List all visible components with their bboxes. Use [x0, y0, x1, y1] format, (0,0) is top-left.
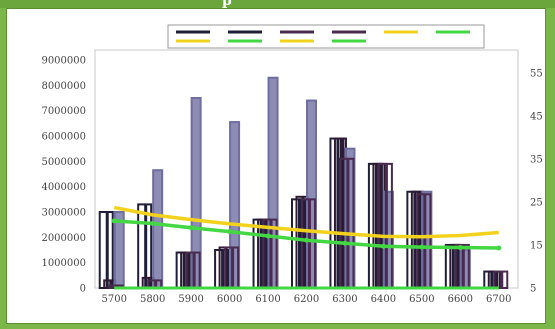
line-point-6100	[265, 233, 271, 239]
y2-tick-label: 35	[530, 154, 543, 165]
line-point-6600	[457, 245, 463, 251]
y2-tick-label: 15	[530, 240, 543, 251]
x-tick-label: 6700	[486, 294, 511, 305]
bars-layer	[98, 76, 509, 290]
y-tick-label: 9000000	[41, 56, 86, 67]
y-tick-label: 4000000	[41, 182, 86, 193]
line-point-6000	[227, 229, 233, 235]
y2-tick-label: 45	[530, 111, 543, 122]
line-point-6200	[304, 237, 309, 243]
line-point-6700	[496, 245, 502, 251]
axes-layer: 0 1000000 2000000 3000000 4000000 5000000 6000…	[41, 56, 542, 306]
line-point-5900	[188, 225, 194, 231]
x-tick-label: 6000	[217, 294, 242, 305]
x-tick-label: 6200	[294, 294, 319, 305]
x-tick-label: 6300	[332, 294, 357, 305]
line-point-6400	[380, 243, 386, 249]
y2-tick-label: 5	[530, 284, 536, 295]
line-point-5800	[150, 220, 156, 226]
y2-tick-label: 55	[530, 68, 543, 79]
bar-series-4-twin-6700	[501, 270, 509, 289]
x-tick-label: 6100	[255, 294, 280, 305]
bar-series-3-5800	[152, 169, 164, 289]
y-tick-label: 0	[80, 284, 86, 295]
y-tick-label: 6000000	[41, 132, 86, 143]
y-tick-label: 7000000	[41, 106, 86, 117]
legend-box	[167, 24, 485, 49]
lines-layer	[111, 205, 502, 290]
y-tick-label: 3000000	[41, 208, 86, 219]
y2-tick-label: 25	[530, 197, 543, 208]
line-point-6500	[419, 244, 425, 250]
bar-series-3-5700	[113, 211, 125, 289]
line-point-5700	[111, 218, 117, 224]
x-tick-label: 5700	[102, 294, 127, 305]
line-point-6300	[342, 240, 348, 246]
title-fragment: p	[222, 0, 232, 9]
x-tick-label: 6500	[409, 294, 434, 305]
title-strip	[0, 0, 555, 8]
x-tick-label: 5900	[178, 294, 203, 305]
x-tick-label: 6400	[371, 294, 396, 305]
y-tick-label: 8000000	[41, 81, 86, 92]
y-tick-label: 2000000	[41, 233, 86, 244]
y-tick-label: 1000000	[41, 258, 86, 269]
x-tick-label: 6600	[448, 294, 473, 305]
x-tick-label: 5800	[140, 294, 165, 305]
legend-layer	[167, 24, 485, 49]
title-layer: p	[222, 0, 232, 9]
line-series-1	[113, 205, 499, 239]
y-tick-label: 5000000	[41, 157, 86, 168]
